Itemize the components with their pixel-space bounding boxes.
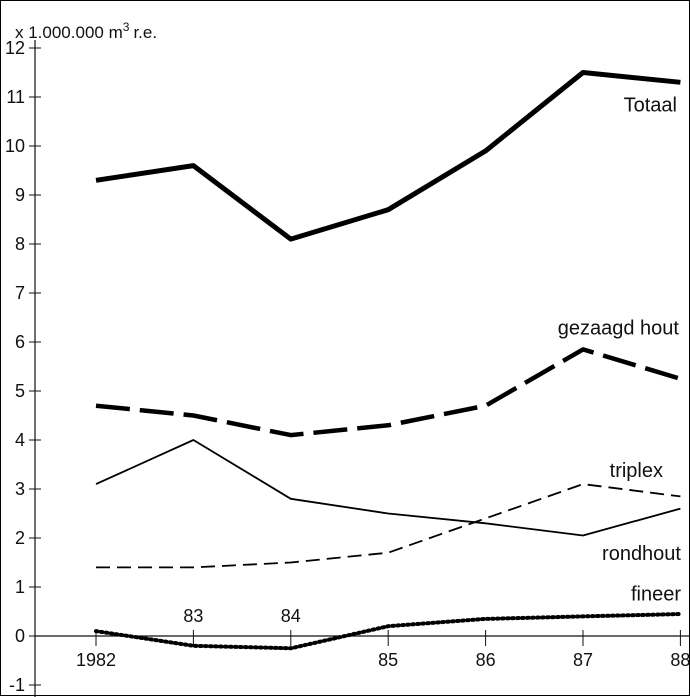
y-tick-label: 3 [15,479,25,499]
series-line-gezaagd-hout [95,347,682,438]
series-group [94,70,683,651]
y-axis-unit-main: x 1.000.000 m [15,23,123,42]
series-label-rondhout: rondhout [602,543,681,565]
x-tick-label: 1982 [76,650,116,670]
y-tick-label: 11 [6,87,25,107]
x-tick-label: 84 [281,606,301,626]
x-tick-label: 85 [378,650,398,670]
x-tick-label: 87 [573,650,593,670]
y-tick-label: 6 [15,332,25,352]
y-tick-label: 12 [5,38,25,58]
y-tick-label: 5 [15,381,25,401]
x-tick-label: 83 [183,606,203,626]
series-line-triplex [96,483,681,569]
series-label-triplex: triplex [610,460,663,482]
y-tick-label: 0 [15,626,25,646]
y-tick-label: -1 [9,675,25,695]
y-tick-label: 9 [15,185,25,205]
x-tick-label: 88 [670,650,690,670]
labels-group: Totaal gezaagd hout triplex rondhout fineer [558,95,682,606]
series-line-fineer [94,612,683,651]
y-axis-unit-superscript: 3 [123,20,130,34]
x-tick-label: 86 [476,650,496,670]
y-tick-label: 10 [5,136,25,156]
series-label-fineer: fineer [631,584,681,606]
series-line-rondhout [95,439,681,537]
y-tick-label: 1 [15,577,25,597]
series-line-totaal [95,70,681,242]
y-tick-label: 2 [15,528,25,548]
y-axis-unit-label: x 1.000.000 m3 r.e. [15,20,157,42]
y-tick-label: 4 [15,430,25,450]
y-tick-label: 7 [15,283,25,303]
y-axis-unit-suffix: r.e. [133,23,157,42]
y-tick-label: 8 [15,234,25,254]
series-label-gezaagd-hout: gezaagd hout [558,318,680,340]
series-label-totaal: Totaal [624,95,677,117]
